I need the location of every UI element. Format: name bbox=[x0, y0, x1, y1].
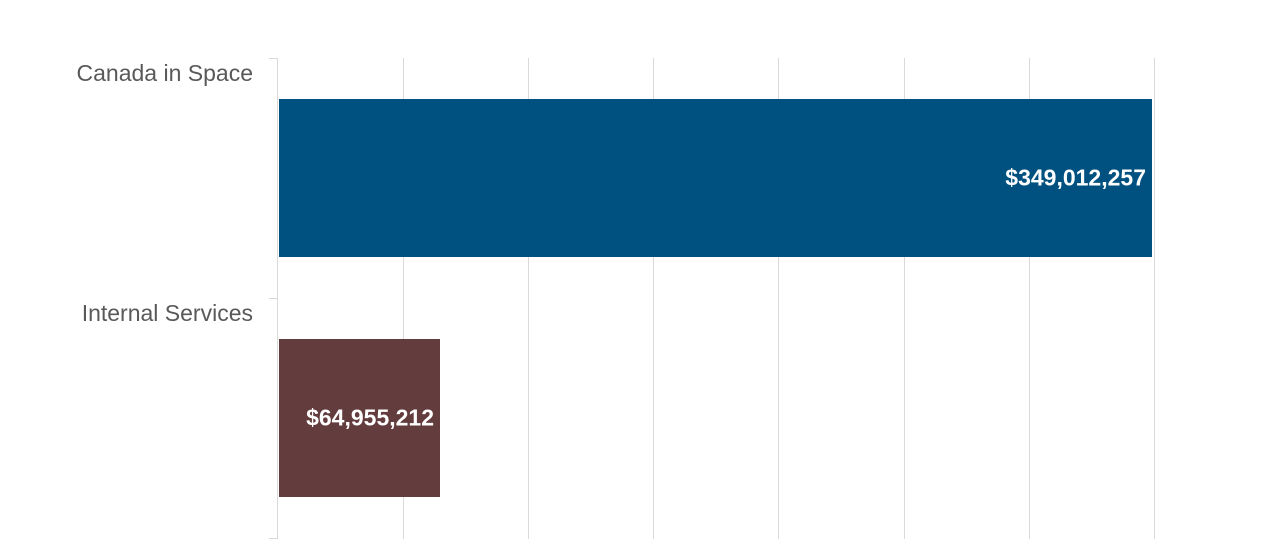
bar-internal-services: $64,955,212 bbox=[279, 339, 440, 497]
gridline bbox=[778, 58, 779, 539]
category-label-canada-in-space: Canada in Space bbox=[76, 60, 253, 86]
data-label: $64,955,212 bbox=[306, 404, 434, 431]
gridline bbox=[1154, 58, 1155, 539]
gridline bbox=[653, 58, 654, 539]
gridline bbox=[1029, 58, 1030, 539]
axis-tick bbox=[269, 58, 278, 59]
axis-tick bbox=[269, 538, 278, 539]
category-label-internal-services: Internal Services bbox=[81, 300, 253, 326]
gridline bbox=[904, 58, 905, 539]
gridline bbox=[403, 58, 404, 539]
data-label: $349,012,257 bbox=[1005, 164, 1146, 191]
axis-tick bbox=[269, 298, 278, 299]
bar-canada-in-space: $349,012,257 bbox=[279, 99, 1152, 257]
gridline bbox=[528, 58, 529, 539]
